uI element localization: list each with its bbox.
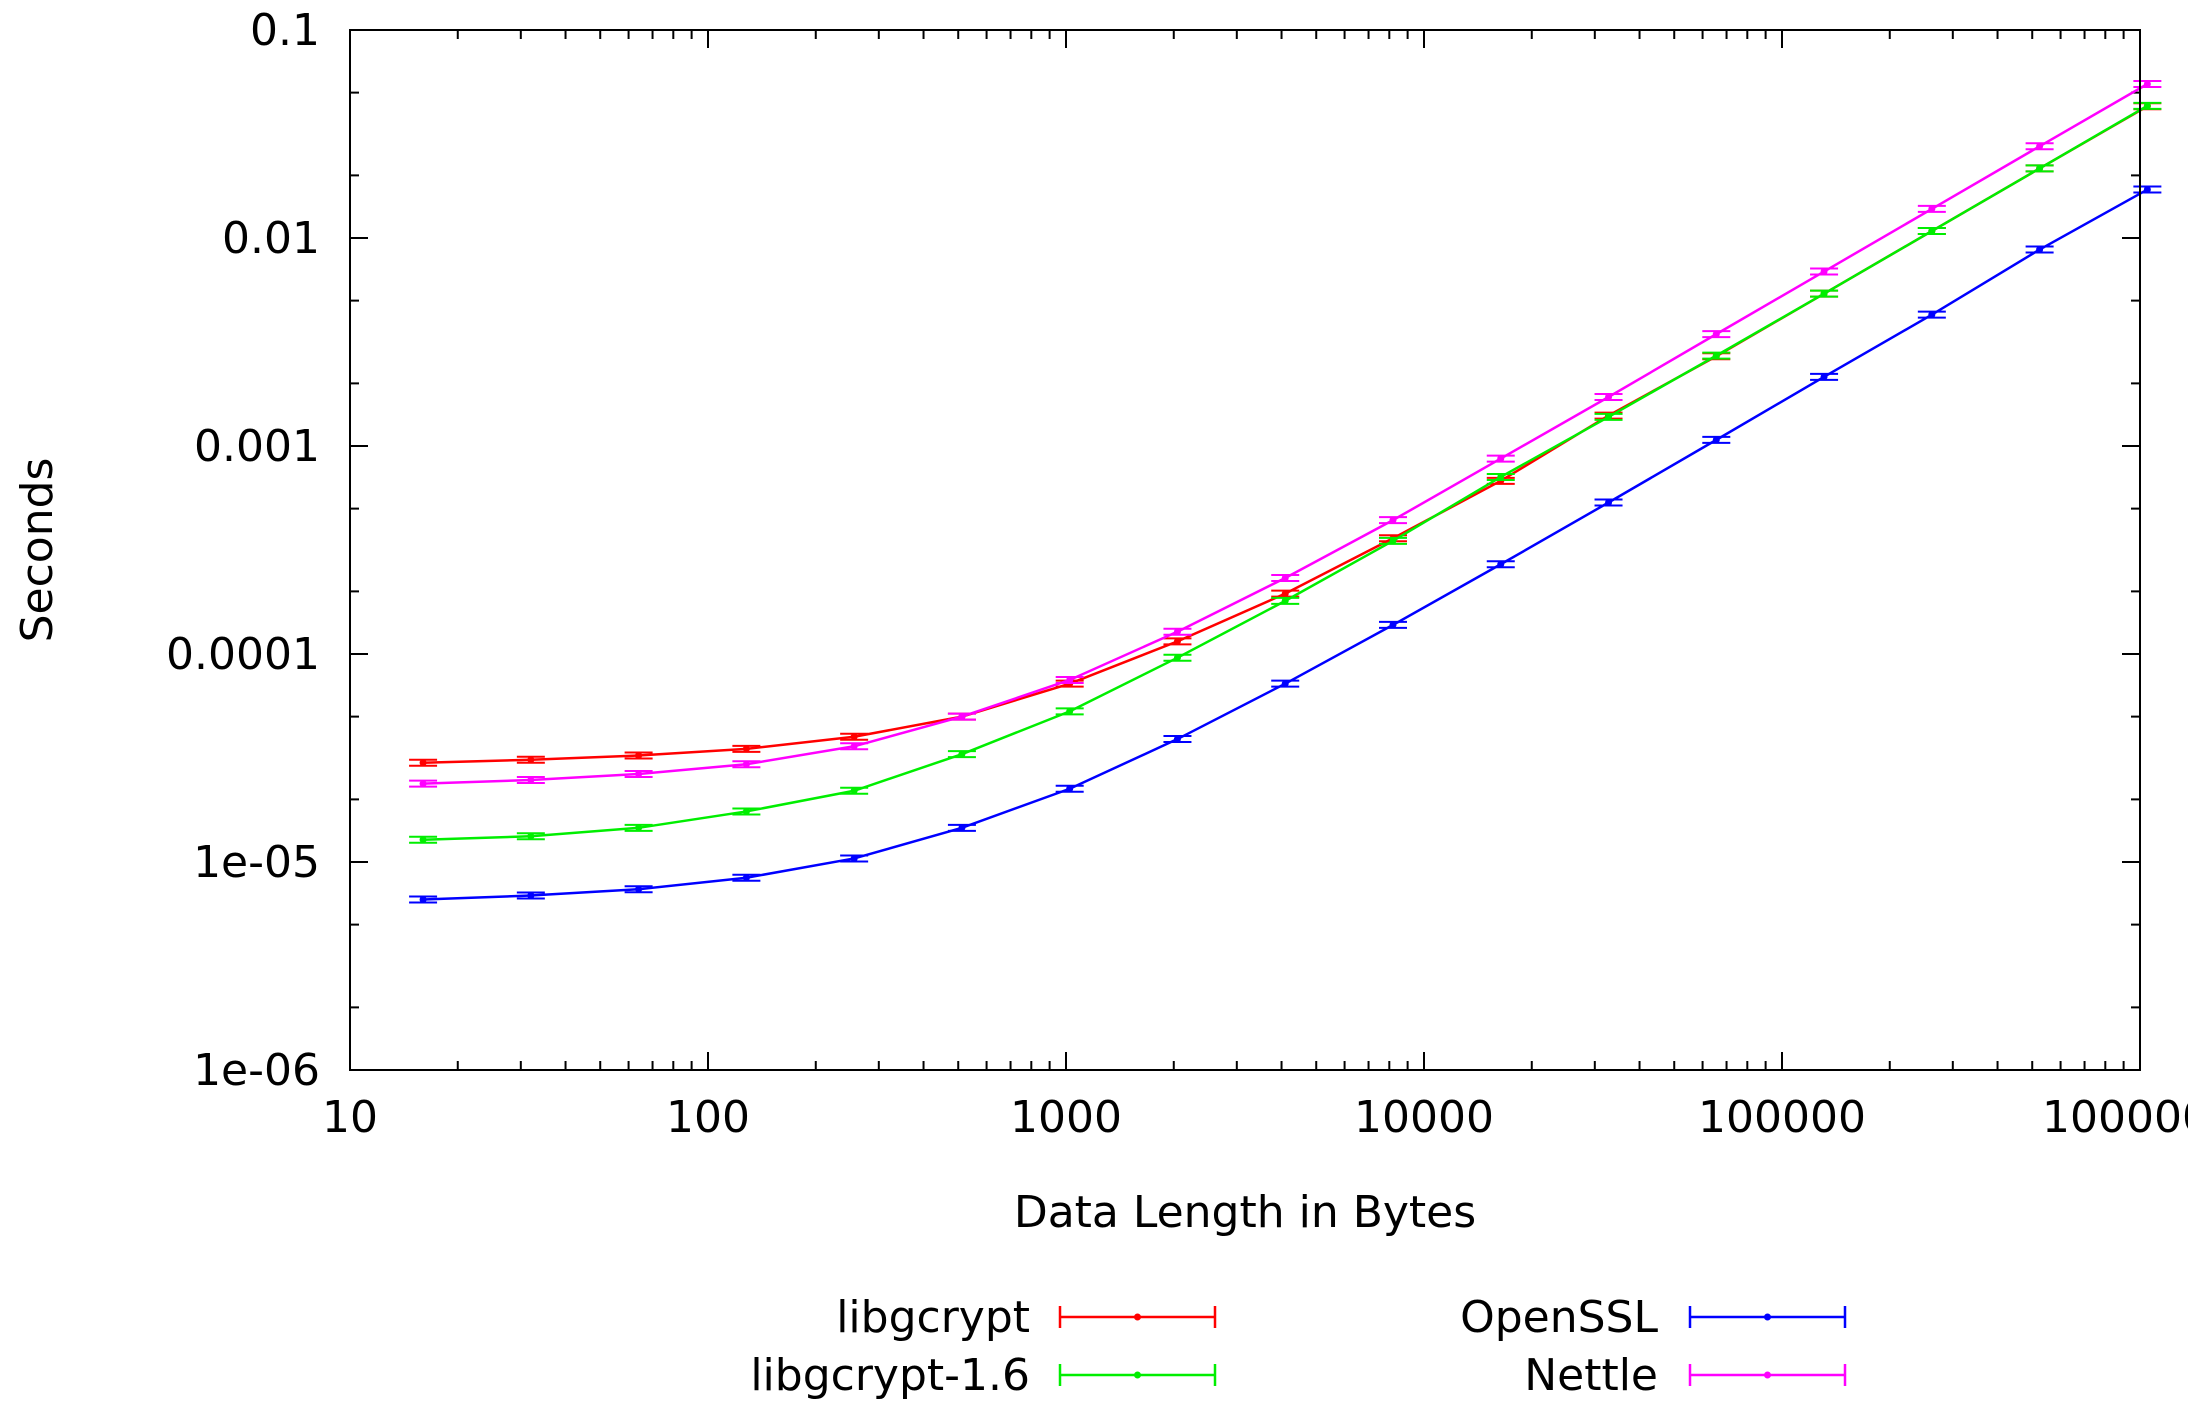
- data-point: [1066, 676, 1074, 684]
- data-point: [419, 759, 427, 767]
- data-point: [419, 836, 427, 844]
- data-point: [2143, 102, 2151, 110]
- data-point: [1281, 597, 1289, 605]
- x-tick-label: 1000: [1010, 1092, 1122, 1143]
- data-point: [1389, 537, 1397, 545]
- data-point: [1281, 574, 1289, 582]
- data-point: [1712, 330, 1720, 338]
- axis-ticks: 10 100 1000 10000 100000 1000000 1e-06 1e-05 0.0…: [166, 5, 2188, 1143]
- y-tick-label: 1e-05: [193, 837, 320, 888]
- data-point: [635, 885, 643, 893]
- data-point: [1173, 735, 1181, 743]
- series-openssl: [409, 185, 2162, 904]
- series-nettle: [409, 80, 2162, 788]
- data-point: [2036, 164, 2044, 172]
- data-point: [527, 776, 535, 784]
- data-point: [527, 832, 535, 840]
- legend-label: OpenSSL: [1460, 1292, 1658, 1343]
- data-point: [419, 896, 427, 904]
- series-line: [423, 188, 2148, 901]
- data-point: [1820, 373, 1828, 381]
- data-point: [850, 733, 858, 741]
- data-point: [742, 807, 750, 815]
- legend: libgcrypt libgcrypt-1.6 OpenSSL Nettle: [750, 1292, 1847, 1401]
- data-point: [1928, 205, 1936, 213]
- y-tick-label: 0.01: [222, 213, 320, 264]
- data-point: [2036, 246, 2044, 254]
- series-line: [423, 104, 2149, 841]
- plot-frame: [349, 29, 2141, 1071]
- data-point: [419, 780, 427, 788]
- data-point: [1281, 590, 1289, 598]
- y-tick-label: 0.1: [250, 5, 320, 56]
- data-point: [2036, 142, 2044, 150]
- legend-marker: [1134, 1371, 1141, 1379]
- data-point: [1497, 560, 1505, 568]
- legend-entry: libgcrypt: [836, 1292, 1217, 1343]
- data-point: [1820, 290, 1828, 298]
- legend-entry: OpenSSL: [1460, 1292, 1847, 1343]
- series-libgcrypt-1-6: [409, 101, 2162, 844]
- x-tick-label: 100000: [1698, 1092, 1866, 1143]
- data-point: [742, 745, 750, 753]
- data-point: [850, 742, 858, 750]
- data-point: [1173, 628, 1181, 636]
- data-point: [1497, 455, 1505, 463]
- data-point: [958, 824, 966, 832]
- x-axis-label: Data Length in Bytes: [1014, 1187, 1476, 1238]
- data-point: [958, 750, 966, 758]
- data-point: [1928, 227, 1936, 235]
- data-point: [635, 752, 643, 760]
- data-point: [958, 713, 966, 721]
- data-point: [527, 756, 535, 764]
- data-point: [1605, 413, 1613, 421]
- x-tick-label: 100: [666, 1092, 750, 1143]
- data-point: [1928, 311, 1936, 319]
- data-point: [635, 824, 643, 832]
- legend-marker: [1134, 1313, 1141, 1321]
- series-line: [423, 82, 2149, 785]
- x-tick-label: 10: [322, 1092, 378, 1143]
- data-point: [1712, 436, 1720, 444]
- data-point: [1281, 680, 1289, 688]
- y-axis-label: Seconds: [12, 458, 63, 643]
- y-tick-label: 1e-06: [193, 1045, 320, 1096]
- data-point: [1389, 516, 1397, 524]
- legend-marker: [1764, 1371, 1771, 1379]
- data-point: [2143, 186, 2151, 194]
- series-line: [423, 105, 2148, 765]
- data-point: [850, 787, 858, 795]
- series-libgcrypt: [409, 102, 2162, 767]
- data-point: [1066, 707, 1074, 715]
- legend-marker: [1764, 1313, 1771, 1321]
- legend-entry: Nettle: [1524, 1350, 1847, 1401]
- data-point: [742, 874, 750, 882]
- data-point: [527, 892, 535, 900]
- data-point: [1497, 473, 1505, 481]
- data-point: [1066, 785, 1074, 793]
- y-tick-label: 0.001: [194, 421, 320, 472]
- legend-entry: libgcrypt-1.6: [750, 1350, 1217, 1401]
- data-point: [1173, 637, 1181, 645]
- x-tick-label: 1000000: [2042, 1092, 2188, 1143]
- x-tick-label: 10000: [1354, 1092, 1494, 1143]
- data-point: [1389, 621, 1397, 629]
- data-point: [850, 854, 858, 862]
- series-lines: [409, 80, 2162, 904]
- legend-label: libgcrypt-1.6: [750, 1350, 1030, 1401]
- data-point: [742, 760, 750, 768]
- data-point: [1173, 654, 1181, 662]
- data-point: [1605, 499, 1613, 507]
- legend-label: libgcrypt: [836, 1292, 1030, 1343]
- data-point: [2143, 80, 2151, 88]
- data-point: [1605, 393, 1613, 401]
- y-tick-label: 0.0001: [166, 629, 320, 680]
- data-point: [1820, 268, 1828, 276]
- data-point: [635, 770, 643, 778]
- data-point: [1712, 352, 1720, 360]
- legend-label: Nettle: [1524, 1350, 1658, 1401]
